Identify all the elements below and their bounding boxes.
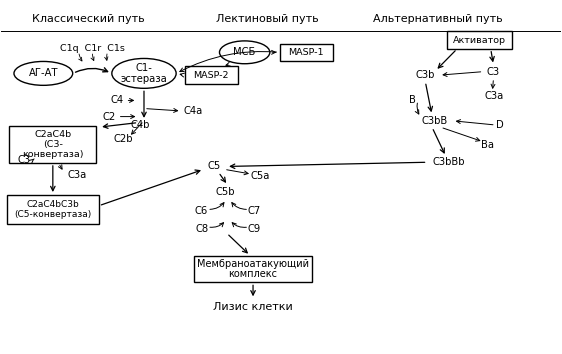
Text: C8: C8 <box>195 224 208 234</box>
Text: C4a: C4a <box>183 106 202 116</box>
Text: C3: C3 <box>17 155 30 165</box>
Text: Альтернативный путь: Альтернативный путь <box>373 14 502 24</box>
Text: C2b: C2b <box>114 135 133 144</box>
Text: Лектиновый путь: Лектиновый путь <box>216 14 318 24</box>
Text: C4b: C4b <box>130 120 149 130</box>
Text: C3a: C3a <box>67 170 87 180</box>
Text: С3bB: С3bB <box>422 116 448 126</box>
Text: MASP-2: MASP-2 <box>193 71 229 80</box>
Text: C3b: C3b <box>415 70 435 80</box>
Text: Классический путь: Классический путь <box>32 14 144 24</box>
Text: C3а: C3а <box>485 91 504 101</box>
Text: C5b: C5b <box>215 187 235 197</box>
Text: C2aC4b
(С3-
конвертаза): C2aC4b (С3- конвертаза) <box>22 131 84 159</box>
Text: C7: C7 <box>247 206 261 216</box>
Text: C1q  C1r  C1s: C1q C1r C1s <box>60 44 125 53</box>
Text: Лизис клетки: Лизис клетки <box>213 302 293 312</box>
Text: АГ-АТ: АГ-АТ <box>29 68 58 78</box>
Text: B: B <box>409 95 416 105</box>
Text: C4: C4 <box>110 96 123 105</box>
Text: C2: C2 <box>103 112 116 121</box>
Text: С1-
эстераза: С1- эстераза <box>121 63 167 84</box>
Text: C5а: C5а <box>250 171 269 181</box>
Text: C9: C9 <box>247 224 261 234</box>
Text: C2aC4bС3b
(С5-конвертаза): C2aC4bС3b (С5-конвертаза) <box>14 200 92 219</box>
Text: Мембраноатакующий
комплекс: Мембраноатакующий комплекс <box>197 259 309 279</box>
Text: МСБ: МСБ <box>233 47 256 57</box>
Text: Активатор: Активатор <box>453 35 506 45</box>
Text: Ba: Ba <box>482 141 495 150</box>
Text: С3bBb: С3bBb <box>433 157 465 167</box>
Text: C6: C6 <box>195 206 208 216</box>
Text: C3: C3 <box>487 67 500 76</box>
Text: MASP-1: MASP-1 <box>288 48 324 57</box>
Text: D: D <box>496 120 504 130</box>
Text: C5: C5 <box>207 161 220 171</box>
